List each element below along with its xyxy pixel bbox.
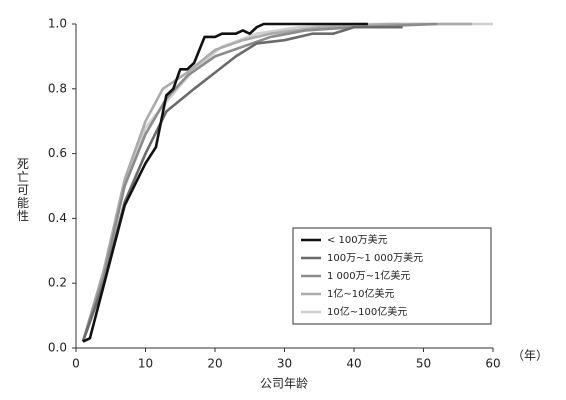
y-tick-label: 0.4 (48, 211, 67, 225)
x-axis-unit: （年） (512, 349, 548, 363)
y-tick-label: 0.0 (48, 341, 67, 355)
y-tick-label: 0.6 (48, 146, 67, 160)
legend-label: 100万~1 000万美元 (327, 251, 423, 264)
legend-box (292, 227, 492, 325)
legend-label: < 100万美元 (327, 233, 388, 246)
x-tick-label: 30 (277, 357, 292, 371)
x-tick-label: 50 (416, 357, 431, 371)
x-axis-label: 公司年龄 (260, 377, 308, 391)
x-tick-label: 0 (72, 357, 80, 371)
y-tick-label: 0.8 (48, 81, 67, 95)
legend-label: 1亿~10亿美元 (327, 287, 394, 300)
x-tick-label: 40 (346, 357, 361, 371)
y-tick-label: 0.2 (48, 276, 67, 290)
series-line (81, 22, 473, 342)
x-tick-label: 60 (485, 357, 500, 371)
legend-label: 10亿~100亿美元 (327, 305, 407, 318)
x-tick-label: 20 (207, 357, 222, 371)
y-tick-label: 1.0 (48, 17, 67, 31)
series-line (81, 25, 403, 342)
x-tick-label: 10 (138, 357, 153, 371)
y-axis-label: 死亡可能性 (16, 158, 30, 223)
series-line (82, 22, 368, 343)
legend-label: 1 000万~1亿美元 (327, 269, 410, 282)
series-line (81, 22, 438, 342)
